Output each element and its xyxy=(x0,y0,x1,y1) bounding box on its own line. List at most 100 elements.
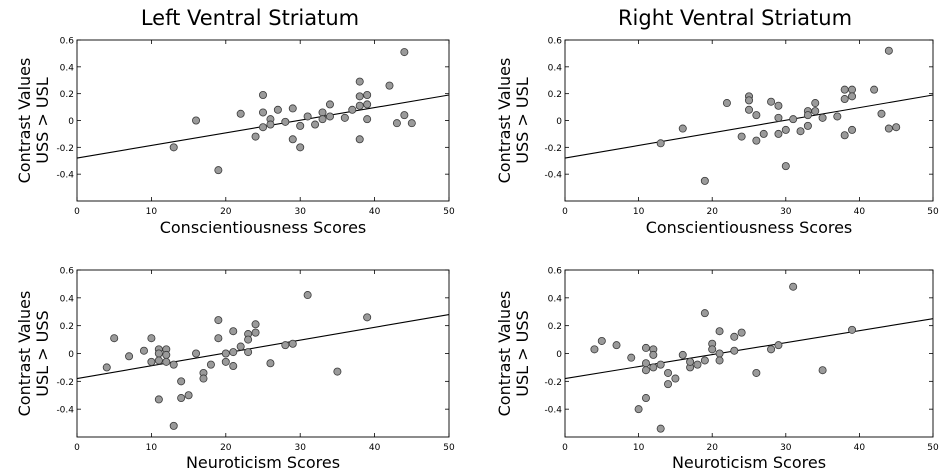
data-point xyxy=(818,366,827,375)
data-point xyxy=(678,124,687,133)
data-point xyxy=(715,349,724,358)
data-point xyxy=(318,115,327,124)
data-point xyxy=(169,421,178,430)
data-point xyxy=(774,129,783,138)
data-point xyxy=(641,366,650,375)
y-axis-label: Contrast Values xyxy=(15,58,34,184)
data-point xyxy=(737,132,746,141)
data-point xyxy=(214,316,223,325)
data-point xyxy=(184,391,193,400)
data-point xyxy=(759,129,768,138)
y-tick-label: -0.4 xyxy=(544,406,562,416)
y-axis-label: Contrast Values xyxy=(15,291,34,417)
data-point xyxy=(355,135,364,144)
x-tick-label: 50 xyxy=(927,207,939,217)
x-tick-label: 10 xyxy=(146,443,158,453)
x-tick-label: 10 xyxy=(146,207,158,217)
trend-line xyxy=(564,94,934,159)
data-point xyxy=(708,345,717,354)
data-point xyxy=(333,367,342,376)
x-axis-label: Conscientiousness Scores xyxy=(646,218,853,237)
data-point xyxy=(590,345,599,354)
data-point xyxy=(258,108,267,117)
y-axis-label: USS > USL xyxy=(33,77,52,163)
data-point xyxy=(803,121,812,130)
data-point xyxy=(627,353,636,362)
scatter-panel: -0.4 -0.2 0 0.2 0.4 0.6 0 10 20 30 40 50 Neuroticism… xyxy=(495,267,939,473)
x-axis-label: Neuroticism Scores xyxy=(672,453,826,472)
data-point xyxy=(892,123,901,132)
data-point xyxy=(251,328,260,337)
x-tick-label: 10 xyxy=(633,443,645,453)
data-point xyxy=(355,92,364,101)
y-axis-label: Contrast Values xyxy=(495,291,514,417)
data-point xyxy=(730,332,739,341)
data-point xyxy=(745,96,754,105)
y-tick-label: -0.2 xyxy=(56,144,74,154)
data-point xyxy=(318,108,327,117)
plot-frame xyxy=(76,269,450,438)
data-point xyxy=(848,85,857,94)
data-point xyxy=(877,109,886,118)
data-point xyxy=(840,131,849,140)
y-axis-label: USL > USS xyxy=(33,310,52,396)
data-point xyxy=(818,113,827,122)
x-tick-label: 40 xyxy=(854,443,866,453)
data-point xyxy=(789,282,798,291)
plot-frame xyxy=(76,39,450,202)
data-point xyxy=(693,360,702,369)
data-point xyxy=(678,350,687,359)
data-point xyxy=(266,359,275,368)
data-point xyxy=(400,111,409,120)
right-column-title: Right Ventral Striatum xyxy=(617,6,853,30)
x-tick-label: 10 xyxy=(633,207,645,217)
data-point xyxy=(162,357,171,366)
x-tick-label: 40 xyxy=(369,207,381,217)
x-tick-label: 0 xyxy=(74,443,80,453)
data-point xyxy=(848,92,857,101)
y-tick-label: 0.2 xyxy=(60,322,74,332)
y-tick-label: 0 xyxy=(556,350,562,360)
x-tick-label: 50 xyxy=(443,207,455,217)
y-tick-label: -0.2 xyxy=(56,378,74,388)
data-point xyxy=(236,342,245,351)
y-axis-label: USS > USL xyxy=(513,77,532,163)
y-tick-label: 0.2 xyxy=(60,90,74,100)
data-point xyxy=(700,176,709,185)
data-point xyxy=(774,341,783,350)
y-tick-label: 0 xyxy=(68,117,74,127)
x-tick-label: 20 xyxy=(220,443,232,453)
data-point xyxy=(154,395,163,404)
y-tick-label: 0.4 xyxy=(60,63,75,73)
data-point xyxy=(745,105,754,114)
y-tick-label: 0 xyxy=(68,350,74,360)
data-point xyxy=(125,352,134,361)
data-point xyxy=(229,348,238,357)
data-point xyxy=(199,374,208,383)
data-point xyxy=(752,111,761,120)
data-point xyxy=(139,346,148,355)
x-tick-label: 30 xyxy=(780,443,792,453)
data-point xyxy=(244,335,253,344)
y-tick-label: 0.4 xyxy=(548,294,563,304)
data-point xyxy=(634,405,643,414)
data-point xyxy=(221,349,230,358)
data-point xyxy=(214,334,223,343)
data-point xyxy=(774,101,783,110)
x-tick-label: 0 xyxy=(74,207,80,217)
data-point xyxy=(686,357,695,366)
data-point xyxy=(147,334,156,343)
data-point xyxy=(796,127,805,136)
data-point xyxy=(656,139,665,148)
data-point xyxy=(281,341,290,350)
scatter-panel: -0.4 -0.2 0 0.2 0.4 0.6 0 10 20 30 40 50 Conscientio… xyxy=(15,37,455,238)
x-tick-label: 50 xyxy=(927,443,939,453)
data-point xyxy=(229,362,238,371)
data-point xyxy=(296,121,305,130)
data-point xyxy=(803,111,812,120)
x-tick-label: 20 xyxy=(706,207,718,217)
data-point xyxy=(833,112,842,121)
data-point xyxy=(177,377,186,386)
data-point xyxy=(612,341,621,350)
